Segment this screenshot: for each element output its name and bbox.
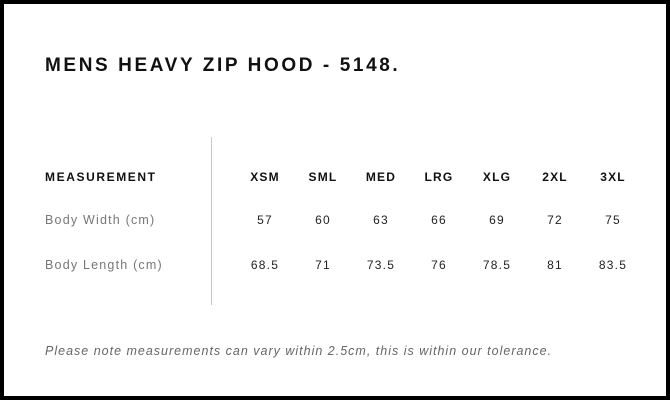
row-label: Body Width (cm) [45,213,156,227]
measurement-value: 83.5 [598,258,628,272]
size-header: XLG [482,170,512,184]
measurement-value: 63 [373,213,389,227]
size-chart-card: MENS HEAVY ZIP HOOD - 5148. MEASUREMENT X… [4,4,666,396]
measurement-value: 78.5 [482,258,512,272]
measurement-value: 81 [547,258,563,272]
row-label: Body Length (cm) [45,258,163,272]
measurement-header: MEASUREMENT [45,170,157,184]
measurement-value: 71 [315,258,331,272]
measurement-value: 75 [605,213,621,227]
measurement-value: 73.5 [366,258,396,272]
measurement-value: 76 [431,258,447,272]
size-header: XSM [250,170,280,184]
measurement-value: 66 [431,213,447,227]
size-header: LRG [424,170,454,184]
size-header: MED [365,170,397,184]
size-header: SML [308,170,338,184]
measurement-value: 68.5 [250,258,280,272]
measurement-value: 57 [257,213,273,227]
size-header: 2XL [542,170,568,184]
tolerance-note: Please note measurements can vary within… [45,344,553,358]
measurement-value: 60 [315,213,331,227]
column-divider [211,137,212,305]
measurement-value: 72 [547,213,563,227]
size-header: 3XL [600,170,626,184]
page-title: MENS HEAVY ZIP HOOD - 5148. [45,55,401,76]
measurement-value: 69 [489,213,505,227]
